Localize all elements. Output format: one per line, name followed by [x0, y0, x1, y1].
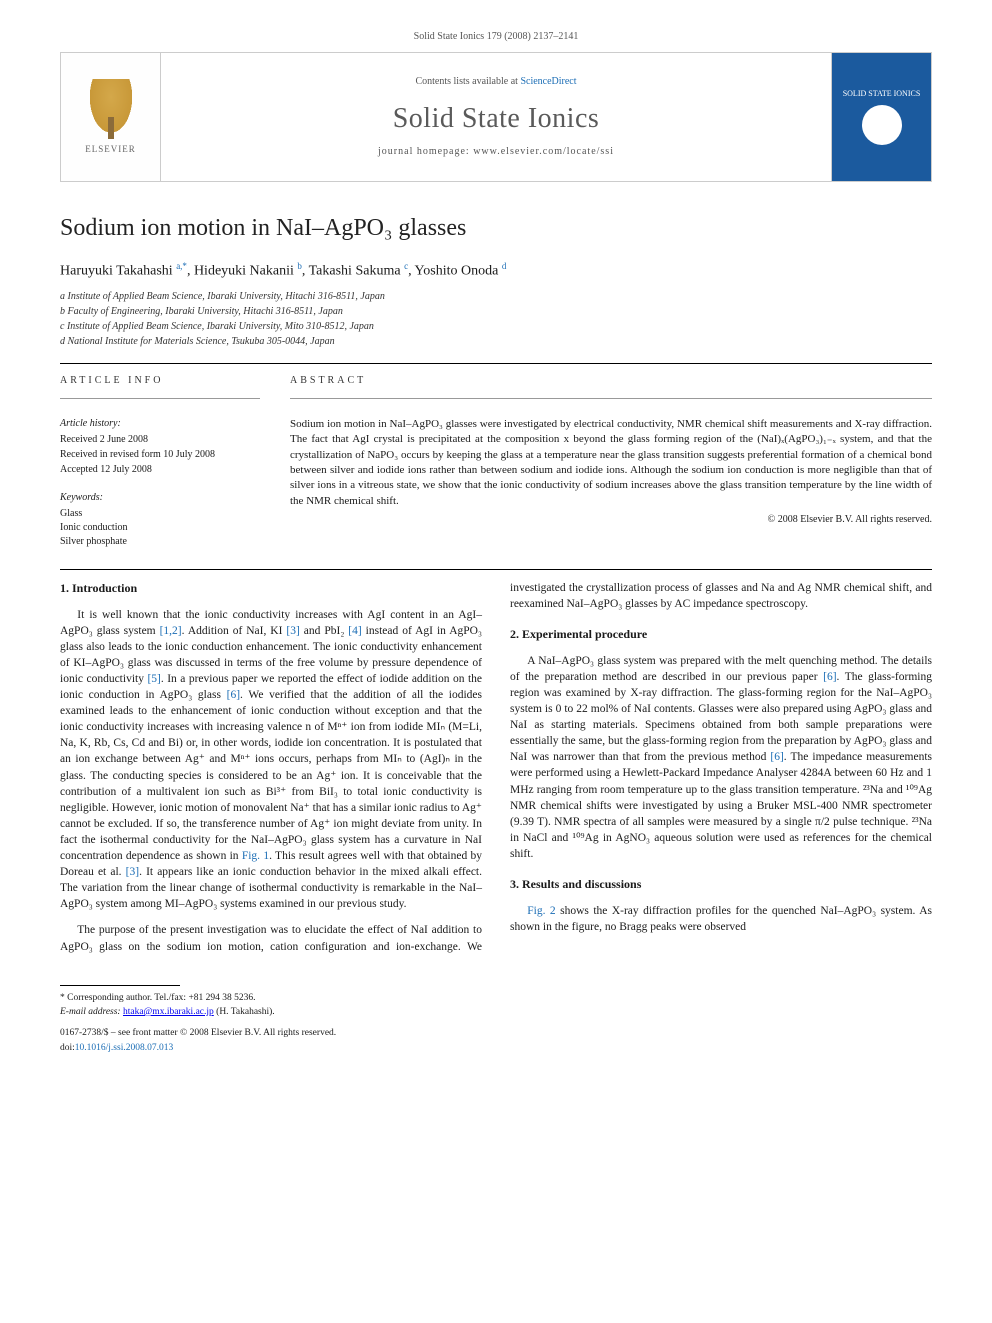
section-2-para-1: A NaI–AgPO₃ glass system was prepared wi… — [510, 653, 932, 862]
section-1-para-1: It is well known that the ionic conducti… — [60, 607, 482, 913]
author-list: Haruyuki Takahashi a,*, Hideyuki Nakanii… — [60, 260, 932, 281]
front-matter: 0167-2738/$ – see front matter © 2008 El… — [60, 1027, 932, 1040]
cover-graphic-icon — [862, 105, 902, 145]
keywords-block: Keywords: Glass Ionic conduction Silver … — [60, 491, 260, 549]
masthead-center: Contents lists available at ScienceDirec… — [161, 53, 831, 181]
section-2-title: 2. Experimental procedure — [510, 626, 932, 643]
availability-line: Contents lists available at ScienceDirec… — [171, 75, 821, 89]
journal-cover-thumb: SOLID STATE IONICS — [831, 53, 931, 181]
section-3-title: 3. Results and discussions — [510, 876, 932, 893]
info-abstract-row: ARTICLE INFO Article history: Received 2… — [60, 374, 932, 549]
abstract-heading: ABSTRACT — [290, 374, 932, 388]
footnote-separator — [60, 985, 180, 986]
corresponding-author: * Corresponding author. Tel./fax: +81 29… — [60, 992, 932, 1005]
keyword-3: Silver phosphate — [60, 535, 260, 549]
cite-6[interactable]: [6] — [227, 689, 240, 701]
s1p1-text-b: . Addition of NaI, KI — [182, 625, 287, 637]
author-2: Hideyuki Nakanii — [194, 263, 297, 278]
s1p1-text-f: . We verified that the addition of all t… — [60, 689, 482, 862]
fig-2-ref[interactable]: Fig. 2 — [527, 905, 555, 917]
author-3-affil: c — [404, 261, 408, 271]
availability-prefix: Contents lists available at — [415, 76, 520, 87]
article-title: Sodium ion motion in NaI–AgPO₃ glasses — [60, 212, 932, 246]
cite-1-2[interactable]: [1,2] — [160, 625, 182, 637]
rule-top — [60, 363, 932, 364]
cite-5[interactable]: [5] — [147, 673, 160, 685]
abstract-text: Sodium ion motion in NaI–AgPO₃ glasses w… — [290, 417, 932, 509]
fig-1-ref[interactable]: Fig. 1 — [242, 850, 269, 862]
accepted-date: Accepted 12 July 2008 — [60, 463, 260, 477]
cover-text: SOLID STATE IONICS — [843, 89, 921, 99]
email-suffix: (H. Takahashi). — [214, 1007, 275, 1017]
running-header: Solid State Ionics 179 (2008) 2137–2141 — [60, 30, 932, 44]
affiliation-d: d National Institute for Materials Scien… — [60, 334, 932, 349]
abstract-rule — [290, 398, 932, 399]
author-4-affil: d — [502, 261, 507, 271]
doi-line: doi:10.1016/j.ssi.2008.07.013 — [60, 1042, 932, 1055]
s2p1-text-b: . The glass-forming region was examined … — [510, 671, 932, 763]
abstract-col: ABSTRACT Sodium ion motion in NaI–AgPO₃ … — [290, 374, 932, 549]
s3p1-text-b: shows the X-ray diffraction profiles for… — [510, 905, 932, 933]
author-3: Takashi Sakuma — [309, 263, 404, 278]
keywords-label: Keywords: — [60, 491, 260, 505]
affiliation-block: a Institute of Applied Beam Science, Iba… — [60, 289, 932, 349]
rule-bottom — [60, 569, 932, 570]
s2p1-text-c: . The impedance measurements were perfor… — [510, 751, 932, 860]
article-info-heading: ARTICLE INFO — [60, 374, 260, 388]
author-2-affil: b — [297, 261, 302, 271]
journal-masthead: ELSEVIER Contents lists available at Sci… — [60, 52, 932, 182]
author-1-affil: a,* — [176, 261, 187, 271]
cite-4[interactable]: [4] — [348, 625, 361, 637]
author-1: Haruyuki Takahashi — [60, 263, 176, 278]
cite-3[interactable]: [3] — [286, 625, 299, 637]
cite-6b[interactable]: [6] — [823, 671, 836, 683]
footnote-block: * Corresponding author. Tel./fax: +81 29… — [60, 992, 932, 1056]
received-date: Received 2 June 2008 — [60, 433, 260, 447]
cite-6c[interactable]: [6] — [770, 751, 783, 763]
elsevier-tree-icon — [86, 79, 136, 139]
section-1-title: 1. Introduction — [60, 580, 482, 597]
article-info-col: ARTICLE INFO Article history: Received 2… — [60, 374, 260, 549]
cite-3b[interactable]: [3] — [126, 866, 139, 878]
section-3-para-1: Fig. 2 shows the X-ray diffraction profi… — [510, 903, 932, 935]
body-text: 1. Introduction It is well known that th… — [60, 580, 932, 955]
sciencedirect-link[interactable]: ScienceDirect — [520, 76, 576, 87]
journal-homepage: journal homepage: www.elsevier.com/locat… — [171, 145, 821, 159]
affiliation-a: a Institute of Applied Beam Science, Iba… — [60, 289, 932, 304]
publisher-logo: ELSEVIER — [61, 53, 161, 181]
email-line: E-mail address: htaka@mx.ibaraki.ac.jp (… — [60, 1006, 932, 1019]
email-link[interactable]: htaka@mx.ibaraki.ac.jp — [123, 1007, 214, 1017]
doi-value: 10.1016/j.ssi.2008.07.013 — [75, 1043, 173, 1053]
publisher-label: ELSEVIER — [85, 143, 136, 156]
keyword-1: Glass — [60, 507, 260, 521]
affiliation-c: c Institute of Applied Beam Science, Iba… — [60, 319, 932, 334]
abstract-copyright: © 2008 Elsevier B.V. All rights reserved… — [290, 513, 932, 527]
history-label: Article history: — [60, 417, 260, 431]
s1p1-text-c: and PbI₂ — [300, 625, 348, 637]
info-rule — [60, 398, 260, 399]
affiliation-b: b Faculty of Engineering, Ibaraki Univer… — [60, 304, 932, 319]
journal-name: Solid State Ionics — [171, 99, 821, 138]
email-label: E-mail address: — [60, 1007, 123, 1017]
keyword-2: Ionic conduction — [60, 521, 260, 535]
revised-date: Received in revised form 10 July 2008 — [60, 448, 260, 462]
author-4: Yoshito Onoda — [415, 263, 502, 278]
doi-label: doi: — [60, 1043, 75, 1053]
